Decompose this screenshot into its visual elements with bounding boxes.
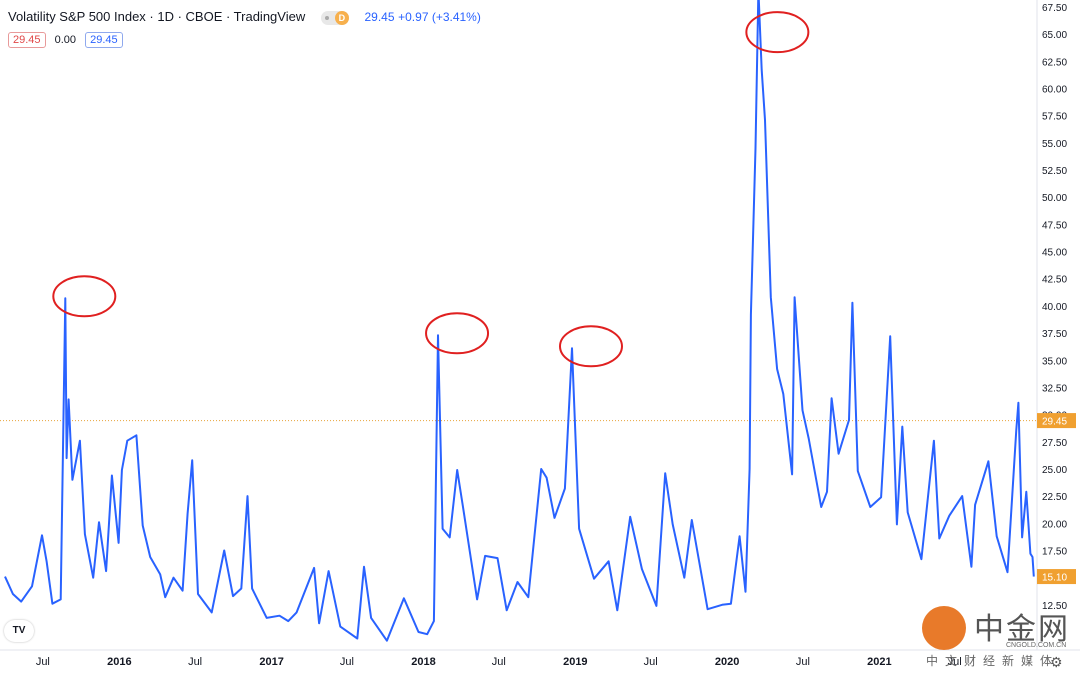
x-tick-label: 2019	[563, 656, 587, 668]
gear-icon[interactable]: ⚙	[1050, 654, 1063, 670]
cngold-watermark: 中金网 CNGOLD.COM.CN 中文财经新媒体	[922, 602, 1072, 672]
y-tick-label: 47.50	[1042, 220, 1067, 231]
badge-label: D	[334, 10, 349, 25]
y-tick-label: 57.50	[1042, 112, 1067, 123]
buy-box[interactable]: 29.45	[85, 32, 123, 48]
y-tick-label: 55.00	[1042, 139, 1067, 150]
watermark-sub: 中文财经新媒体	[926, 654, 1060, 668]
spread-value: 0.00	[54, 34, 77, 46]
y-tick-label: 45.00	[1042, 248, 1067, 259]
x-tick-label: 2021	[867, 656, 891, 668]
x-tick-label: 2018	[411, 656, 435, 668]
x-tick-label: Jul	[644, 656, 658, 668]
tradingview-logo-icon[interactable]: TV	[4, 620, 34, 642]
x-tick-label: Jul	[492, 656, 506, 668]
y-tick-label: 20.00	[1042, 519, 1067, 530]
y-tick-label: 65.00	[1042, 30, 1067, 41]
x-tick-label: Jul	[340, 656, 354, 668]
ohlc-row: 29.45 0.00 29.45	[8, 32, 129, 48]
highlight-circle	[425, 312, 490, 355]
highlight-circle	[558, 325, 623, 368]
highlight-circle	[745, 11, 810, 54]
current-price-tag: 15.10	[1042, 573, 1067, 584]
y-tick-label: 60.00	[1042, 85, 1067, 96]
y-axis: 12.5015.0017.5020.0022.5025.0027.5030.00…	[1042, 3, 1067, 612]
current-price-tag-bg	[1037, 569, 1076, 585]
watermark-cn: 中金网	[974, 613, 1070, 646]
x-tick-label: 2017	[259, 656, 283, 668]
x-axis: Jul 2016 Jul 2017 Jul 2018 Jul 2019 Jul 2020 Jul 20…	[36, 656, 962, 668]
y-tick-label: 22.50	[1042, 492, 1067, 503]
chart-header: Volatility S&P 500 Index · 1D · CBOE · T…	[8, 9, 481, 25]
y-tick-label: 32.50	[1042, 383, 1067, 394]
y-tick-label: 25.00	[1042, 465, 1067, 476]
y-tick-label: 67.50	[1042, 3, 1067, 14]
y-tick-label: 40.00	[1042, 302, 1067, 313]
cngold-logo-icon	[922, 606, 966, 650]
y-tick-label: 35.00	[1042, 356, 1067, 367]
y-tick-label: 62.50	[1042, 57, 1067, 68]
symbol-title[interactable]: Volatility S&P 500 Index · 1D · CBOE · T…	[8, 9, 306, 24]
x-tick-label: Jul	[36, 656, 50, 668]
x-tick-label: 2016	[107, 656, 131, 668]
y-tick-label: 52.50	[1042, 166, 1067, 177]
x-tick-label: Jul	[188, 656, 202, 668]
x-tick-label: Jul	[948, 656, 962, 668]
y-tick-label: 50.00	[1042, 193, 1067, 204]
x-tick-label: Jul	[796, 656, 810, 668]
y-tick-label: 37.50	[1042, 329, 1067, 340]
y-tick-label: 12.50	[1042, 601, 1067, 612]
sell-box[interactable]: 29.45	[8, 32, 46, 48]
price-change: +0.97 (+3.41%)	[398, 10, 481, 24]
x-tick-label: 2020	[715, 656, 739, 668]
last-price-tag: 29.45	[1042, 417, 1067, 428]
data-badge[interactable]: D	[320, 10, 349, 25]
highlight-circle	[52, 275, 117, 318]
last-price: 29.45	[364, 10, 395, 24]
y-tick-label: 42.50	[1042, 275, 1067, 286]
y-tick-label: 17.50	[1042, 546, 1067, 557]
vix-series-line	[4, 0, 1035, 642]
annotations	[52, 11, 810, 368]
watermark-en: CNGOLD.COM.CN	[1006, 642, 1067, 649]
y-tick-label: 27.50	[1042, 438, 1067, 449]
dot-icon	[324, 15, 329, 20]
last-price-tag-bg	[1037, 413, 1076, 429]
